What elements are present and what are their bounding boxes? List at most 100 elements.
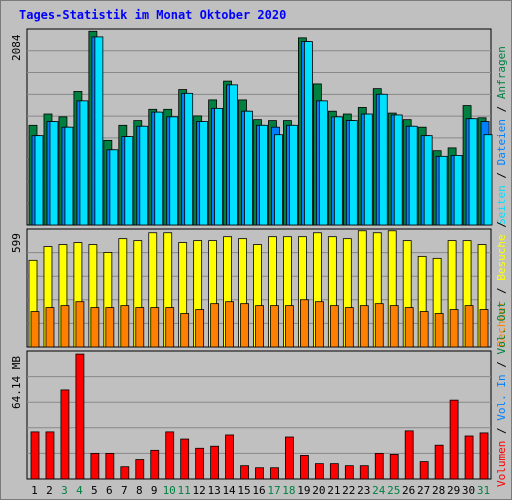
- bar-rechner-day-13: [210, 303, 220, 348]
- legend-item-sep: /: [495, 355, 508, 375]
- bar-rechner-day-9: [150, 307, 160, 348]
- bar-volumen-day-26: [404, 430, 414, 480]
- bar-seiten-day-25: [393, 114, 403, 226]
- x-label-day-16: 16: [252, 484, 265, 497]
- bar-rechner-day-2: [45, 307, 55, 348]
- bar-volumen-day-4: [75, 353, 85, 480]
- bar-rechner-day-8: [135, 307, 145, 348]
- bar-rechner-day-31: [479, 309, 489, 348]
- bar-rechner-day-18: [285, 305, 294, 348]
- bottom-y-max-label: 64.14 MB: [10, 356, 23, 409]
- bar-seiten-day-4: [79, 100, 89, 226]
- legend-item-vol-in: Vol. In: [495, 374, 508, 420]
- bar-rechner-day-23: [359, 305, 369, 348]
- bar-rechner-day-26: [404, 307, 414, 348]
- legend-item-anfragen: Anfragen: [495, 46, 508, 99]
- bar-rechner-day-27: [419, 311, 429, 348]
- bar-rechner-day-15: [240, 303, 249, 348]
- legend-item-rechner: Rechner: [495, 300, 508, 347]
- bar-rechner-day-7: [120, 305, 130, 348]
- x-label-day-10: 10: [163, 484, 176, 497]
- bar-volumen-day-15: [240, 465, 249, 480]
- bar-volumen-day-23: [359, 465, 369, 480]
- x-label-day-17: 17: [267, 484, 280, 497]
- requests-panel: [26, 28, 493, 226]
- bar-seiten-day-9: [154, 111, 164, 226]
- bar-volumen-day-24: [374, 452, 384, 480]
- bar-seiten-day-21: [333, 116, 343, 226]
- x-label-day-29: 29: [447, 484, 460, 497]
- bar-volumen-day-27: [419, 461, 429, 480]
- x-label-day-28: 28: [432, 484, 445, 497]
- bar-rechner-day-28: [434, 313, 444, 348]
- legend-item-sep: /: [495, 165, 508, 185]
- bar-seiten-day-10: [169, 116, 179, 226]
- bar-volumen-day-19: [300, 455, 309, 480]
- bar-seiten-day-14: [229, 84, 238, 226]
- bar-seiten-day-27: [423, 135, 433, 226]
- bar-volumen-day-3: [60, 389, 70, 480]
- bar-rechner-day-22: [344, 307, 354, 348]
- bar-rechner-day-5: [90, 307, 100, 348]
- legend-item-vol-out: Vol. Out: [495, 302, 508, 355]
- bar-rechner-day-30: [464, 305, 474, 348]
- bar-rechner-day-14: [225, 301, 234, 348]
- bar-rechner-day-6: [105, 307, 115, 348]
- legend-item-volumen: Volumen: [495, 441, 508, 487]
- bar-rechner-day-17: [270, 305, 279, 348]
- bar-volumen-day-13: [210, 445, 220, 480]
- legend-text: Rechner / Besuche /: [495, 221, 508, 347]
- bar-volumen-day-21: [329, 463, 339, 480]
- bar-seiten-day-23: [363, 113, 373, 226]
- bar-seiten-day-8: [139, 125, 149, 226]
- middle-y-max-label: 599: [10, 233, 23, 253]
- bar-rechner-day-1: [30, 311, 40, 348]
- bar-seiten-day-7: [124, 136, 134, 226]
- bar-seiten-day-1: [34, 135, 44, 226]
- x-label-day-11: 11: [178, 484, 191, 497]
- bar-volumen-day-8: [135, 459, 145, 480]
- bar-seiten-day-5: [94, 36, 104, 226]
- bar-rechner-day-16: [255, 305, 264, 348]
- x-label-day-13: 13: [207, 484, 220, 497]
- bar-volumen-day-5: [90, 452, 100, 480]
- legend-item-besuche: Besuche: [495, 234, 508, 280]
- bar-seiten-day-20: [318, 100, 328, 226]
- legend-item-seiten: Seiten: [495, 185, 508, 225]
- bar-seiten-day-15: [244, 110, 253, 226]
- bar-volumen-day-2: [45, 431, 55, 480]
- x-label-day-4: 4: [76, 484, 83, 497]
- x-label-day-31: 31: [477, 484, 490, 497]
- x-axis-day-labels: 1 2 3 4 5 6 7 8 9 10 11 12 13 14 15 16 17 18 19 20 21 22 23 24 2…: [31, 484, 490, 497]
- bar-seiten-day-18: [289, 124, 298, 226]
- bar-seiten-day-19: [304, 41, 313, 226]
- legend-text: Seiten / Dateien / Anfragen: [495, 46, 508, 225]
- bar-seiten-day-2: [49, 121, 59, 226]
- x-label-day-2: 2: [46, 484, 53, 497]
- x-label-day-9: 9: [151, 484, 158, 497]
- bar-rechner-day-12: [195, 309, 205, 348]
- x-label-day-18: 18: [282, 484, 295, 497]
- bar-seiten-day-13: [214, 107, 224, 226]
- chart-title: Tages-Statistik im Monat Oktober 2020: [19, 8, 286, 22]
- top-y-max-label: 2084: [10, 34, 23, 61]
- x-label-day-1: 1: [31, 484, 38, 497]
- x-label-day-30: 30: [462, 484, 475, 497]
- x-label-day-6: 6: [106, 484, 113, 497]
- bar-volumen-day-11: [180, 438, 190, 480]
- legend-text: Volumen / Vol. In / Vol. Out: [495, 302, 508, 487]
- x-label-day-26: 26: [402, 484, 415, 497]
- bar-rechner-day-20: [314, 301, 324, 348]
- bar-volumen-day-20: [314, 463, 324, 480]
- x-label-day-8: 8: [136, 484, 143, 497]
- bar-seiten-day-17: [274, 134, 283, 226]
- bar-volumen-day-7: [120, 466, 130, 480]
- legend-item-sep: /: [495, 421, 508, 441]
- bar-rechner-day-21: [329, 305, 339, 348]
- x-label-day-24: 24: [372, 484, 386, 497]
- legend-item-sep: /: [495, 99, 508, 119]
- x-label-day-19: 19: [297, 484, 310, 497]
- bar-volumen-day-17: [270, 467, 279, 480]
